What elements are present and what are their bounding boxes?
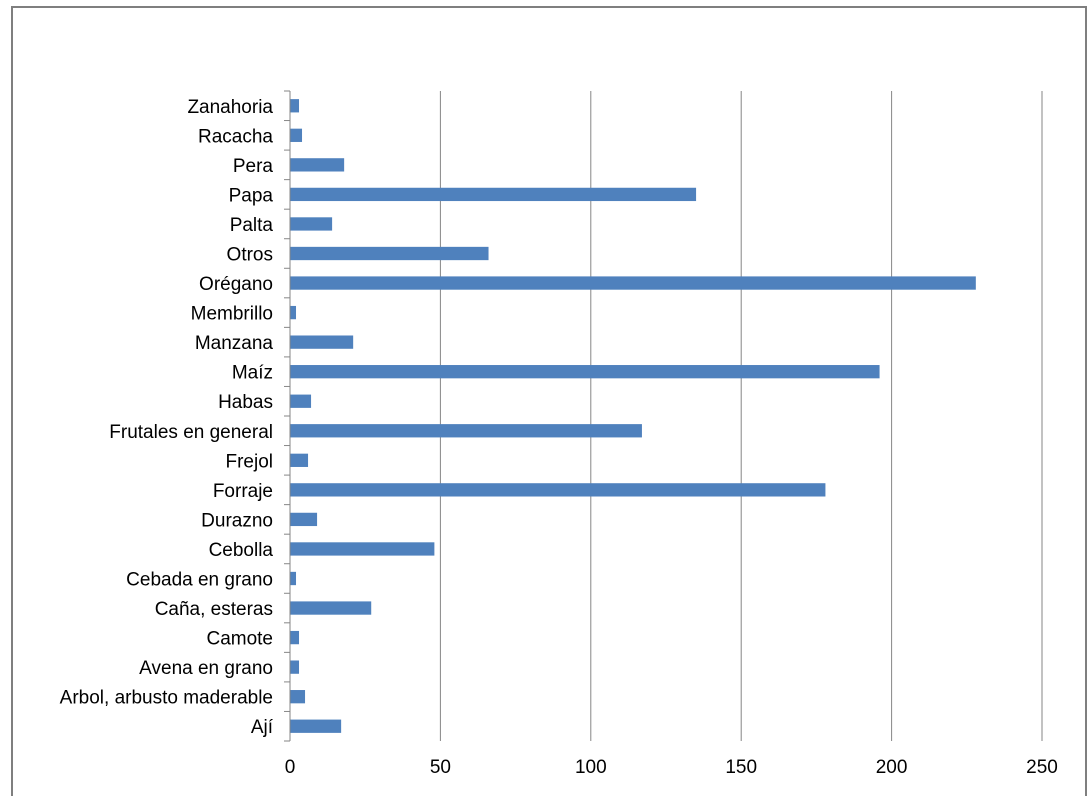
x-tick-label: 150 [725,757,757,778]
bar-8 [290,335,354,349]
y-category-label: Membrillo [191,304,273,325]
y-category-label: Forraje [213,481,273,502]
bar-5 [290,246,489,261]
y-category-label: Ají [251,717,274,738]
bar-10 [290,394,312,408]
x-tick-label: 0 [285,757,296,778]
bar-16 [290,571,297,586]
bar-7 [290,305,297,320]
y-category-label: Pera [233,156,274,177]
bars [290,99,976,733]
bar-13 [290,483,826,497]
bar-20 [290,690,306,704]
y-category-label: Cebada en grano [126,570,273,591]
y-category-label: Racacha [198,126,273,147]
y-category-label: Avena en grano [139,658,273,679]
y-category-label: Camote [206,629,273,650]
y-category-label: Frutales en general [109,422,273,443]
bar-1 [290,128,303,142]
bar-14 [290,512,318,527]
bar-11 [290,424,642,438]
y-category-label: Orégano [199,274,273,295]
bar-12 [290,453,309,467]
x-tick-label: 100 [575,757,607,778]
y-category-label: Frejol [225,451,273,472]
tick-labels: 0 50 100 150 200 250 Zanahoria Racacha Pera Papa P… [60,97,1058,778]
bar-2 [290,158,345,172]
bar-19 [290,660,300,674]
y-category-label: Palta [230,215,274,236]
y-category-label: Zanahoria [187,97,273,118]
bar-17 [290,601,372,615]
bar-0 [290,99,300,113]
bar-4 [290,217,333,231]
y-category-label: Maíz [232,363,273,384]
bar-3 [290,187,697,202]
y-category-label: Cebolla [209,540,274,561]
y-category-label: Arbol, arbusto maderable [60,688,273,709]
axes [284,90,291,742]
x-tick-label: 250 [1026,757,1058,778]
x-tick-label: 50 [430,757,451,778]
bar-15 [290,542,435,556]
y-category-label: Habas [218,392,273,413]
y-category-label: Caña, esteras [155,599,273,620]
bar-9 [290,365,880,379]
y-category-label: Otros [227,245,273,266]
bar-18 [290,630,300,645]
y-category-label: Durazno [201,510,273,531]
x-tick-label: 200 [876,757,908,778]
y-category-label: Manzana [195,333,274,354]
bar-6 [290,276,976,290]
chart-border [11,6,1087,796]
y-category-label: Papa [229,185,274,206]
bar-21 [290,719,342,733]
